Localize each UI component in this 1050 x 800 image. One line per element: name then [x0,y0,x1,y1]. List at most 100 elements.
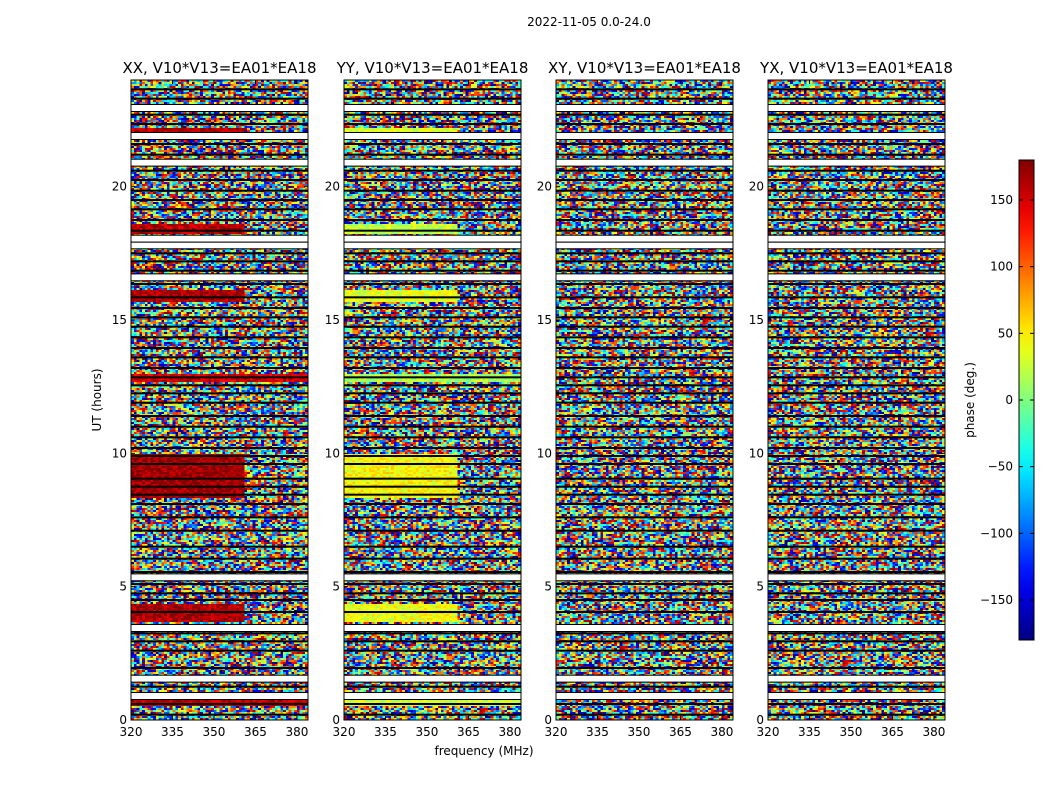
gap-line [768,516,945,519]
gap-line [556,599,733,601]
flagged-row [344,159,521,166]
gap-line [768,367,945,369]
gap-line [344,493,521,496]
gap-line [344,356,521,359]
gap-line [131,376,308,379]
flagged-row-edge [556,699,733,700]
gap-line [131,545,308,548]
flagged-row-edge [344,280,521,282]
flagged-row-edge [344,139,521,140]
gap-line [768,455,945,457]
flagged-row-edge [556,280,733,282]
gap-line [556,208,733,211]
gap-line [344,179,521,181]
gap-line [344,455,521,457]
flagged-row [344,675,521,682]
gap-line [556,703,733,705]
gap-line [131,485,308,488]
flagged-row-edge [768,248,945,250]
gap-line [768,153,945,156]
x-tick-label: 380 [710,725,733,739]
gap-line [556,415,733,417]
gap-line [131,611,308,613]
flagged-row [768,159,945,166]
flagged-row [556,133,733,139]
gap-line [556,199,733,201]
y-tick-label: 10 [325,446,340,460]
gap-line [344,169,521,172]
flagged-row-edge [344,681,521,683]
gap-line [556,113,733,116]
flagged-row [131,242,308,249]
heatmap-image [556,80,733,720]
flagged-row-edge [131,132,308,133]
gap-line [768,123,945,125]
gap-line [768,219,945,221]
y-tick-label: 20 [325,180,340,194]
x-tick-label: 380 [285,725,308,739]
flagged-row [344,274,521,281]
gap-line [344,640,521,643]
gap-line [344,425,521,428]
gap-line [131,260,308,263]
gap-line [344,415,521,417]
flagged-row-edge [556,674,733,676]
flagged-row-edge [131,681,308,683]
gap-line [131,667,308,669]
axes-frame [555,79,734,721]
flagged-row [344,105,521,111]
gap-line [131,208,308,211]
x-axis-label: frequency (MHz) [434,744,533,758]
gap-line [556,229,733,232]
gap-line [344,229,521,232]
gap-line [131,113,308,116]
panel-title: YY, V10*V13=EA01*EA18 [336,59,529,77]
gap-line [556,356,733,359]
gap-line [768,463,945,465]
gap-line [768,415,945,417]
gap-line [344,713,521,716]
gap-line [344,219,521,221]
gap-line [768,169,945,172]
flagged-row-edge [768,139,945,140]
flagged-row-edge [344,692,521,693]
gap-line [344,384,521,387]
y-tick-label: 5 [332,580,340,594]
gap-line [556,376,733,379]
gap-line [556,336,733,339]
axes-frame [343,79,522,721]
gap-line [344,336,521,339]
gap-line [131,713,308,716]
flagged-row [344,574,521,581]
flagged-row-edge [556,158,733,160]
gap-line [131,640,308,643]
flagged-row-edge [131,580,308,582]
flagged-row-edge [344,234,521,236]
flagged-row [768,274,945,281]
colorbar-label: phase (deg.) [963,362,977,438]
x-tick-label: 365 [881,725,904,739]
gap-line [344,436,521,439]
gap-line [768,529,945,532]
flagged-row-edge [556,241,733,243]
gap-line [131,529,308,532]
gap-line [131,367,308,369]
panel-2: XY, V10*V13=EA01*EA18 320 335 350 365 380 0 5 10… [537,59,741,739]
flagged-row [768,574,945,581]
panel-title: XY, V10*V13=EA01*EA18 [548,59,741,77]
gap-line [768,703,945,705]
gap-line [556,347,733,349]
flagged-row-edge [131,165,308,167]
x-tick-label: 380 [922,725,945,739]
flagged-row-edge [556,624,733,625]
gap-line [768,640,945,643]
gap-line [768,571,945,573]
gap-line [768,283,945,285]
flagged-row-edge [131,158,308,160]
panel-title: XX, V10*V13=EA01*EA18 [122,59,316,77]
panel-title: YX, V10*V13=EA01*EA18 [759,59,953,77]
gap-line [556,384,733,387]
x-tick-label: 320 [333,725,356,739]
flagged-row [556,625,733,631]
gap-line [768,316,945,319]
